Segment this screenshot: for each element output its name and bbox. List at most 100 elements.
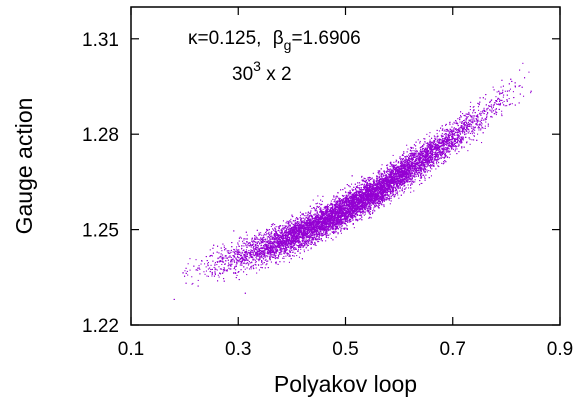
data-point (324, 233, 326, 235)
data-point (387, 164, 389, 166)
data-point (451, 131, 453, 133)
data-point (468, 129, 470, 131)
data-point (497, 98, 499, 100)
data-point (447, 143, 449, 145)
data-point (443, 162, 445, 164)
data-point (470, 119, 472, 121)
data-point (425, 161, 427, 163)
data-point (340, 199, 342, 201)
data-point (367, 184, 369, 186)
data-point (257, 247, 259, 249)
data-point (410, 180, 412, 182)
data-point (456, 131, 458, 133)
data-point (381, 184, 383, 186)
data-point (355, 189, 357, 191)
data-point (386, 198, 388, 200)
data-point (310, 247, 312, 249)
data-point (266, 256, 268, 258)
data-point (483, 109, 485, 111)
data-point (292, 235, 294, 237)
data-point (393, 169, 395, 171)
data-point (388, 174, 390, 176)
data-point (341, 194, 343, 196)
data-point (432, 141, 434, 143)
data-point (300, 248, 302, 250)
data-point (233, 255, 235, 257)
data-point (214, 269, 216, 271)
data-point (476, 121, 478, 123)
data-point (282, 257, 284, 259)
data-point (247, 259, 249, 261)
data-point (473, 115, 475, 117)
data-point (443, 146, 445, 148)
data-point (318, 216, 320, 218)
data-point (303, 223, 305, 225)
data-point (442, 145, 444, 147)
data-point (393, 175, 395, 177)
data-point (444, 147, 446, 149)
data-point (313, 214, 315, 216)
data-point (358, 188, 360, 190)
data-point (474, 115, 476, 117)
data-point (283, 244, 285, 246)
data-point (223, 271, 225, 273)
data-point (474, 112, 476, 114)
data-point (369, 201, 371, 203)
data-point (289, 243, 291, 245)
data-point (255, 237, 257, 239)
data-point (388, 195, 390, 197)
data-point (248, 252, 250, 254)
data-point (450, 148, 452, 150)
data-point (432, 143, 434, 145)
data-point (314, 227, 316, 229)
data-point (487, 107, 489, 109)
data-point (372, 185, 374, 187)
data-point (260, 266, 262, 268)
data-point (230, 256, 232, 258)
data-point (412, 152, 414, 154)
data-point (428, 143, 430, 145)
data-point (400, 172, 402, 174)
data-point (452, 146, 454, 148)
data-point (406, 162, 408, 164)
data-point (276, 257, 278, 259)
data-point (305, 236, 307, 238)
data-point (310, 221, 312, 223)
data-point (279, 249, 281, 251)
data-point (266, 249, 268, 251)
data-point (400, 182, 402, 184)
data-point (419, 151, 421, 153)
data-point (318, 206, 320, 208)
data-point (337, 206, 339, 208)
data-point (468, 125, 470, 127)
data-point (335, 229, 337, 231)
data-point (460, 142, 462, 144)
data-point (402, 167, 404, 169)
data-point (279, 236, 281, 238)
data-point (473, 135, 475, 137)
data-point (428, 155, 430, 157)
data-point (273, 242, 275, 244)
data-point (495, 96, 497, 98)
data-point (316, 216, 318, 218)
data-point (296, 255, 298, 257)
data-point (465, 129, 467, 131)
data-point (332, 217, 334, 219)
data-point (262, 246, 264, 248)
data-point (241, 251, 243, 253)
data-point (300, 232, 302, 234)
data-point (448, 130, 450, 132)
data-point (373, 196, 375, 198)
data-point (401, 170, 403, 172)
data-point (320, 223, 322, 225)
data-point (367, 200, 369, 202)
data-point (354, 193, 356, 195)
data-point (416, 151, 418, 153)
data-point (371, 202, 373, 204)
data-point (289, 239, 291, 241)
data-point (197, 269, 199, 271)
data-point (200, 263, 202, 265)
data-point (435, 149, 437, 151)
data-point (403, 151, 405, 153)
